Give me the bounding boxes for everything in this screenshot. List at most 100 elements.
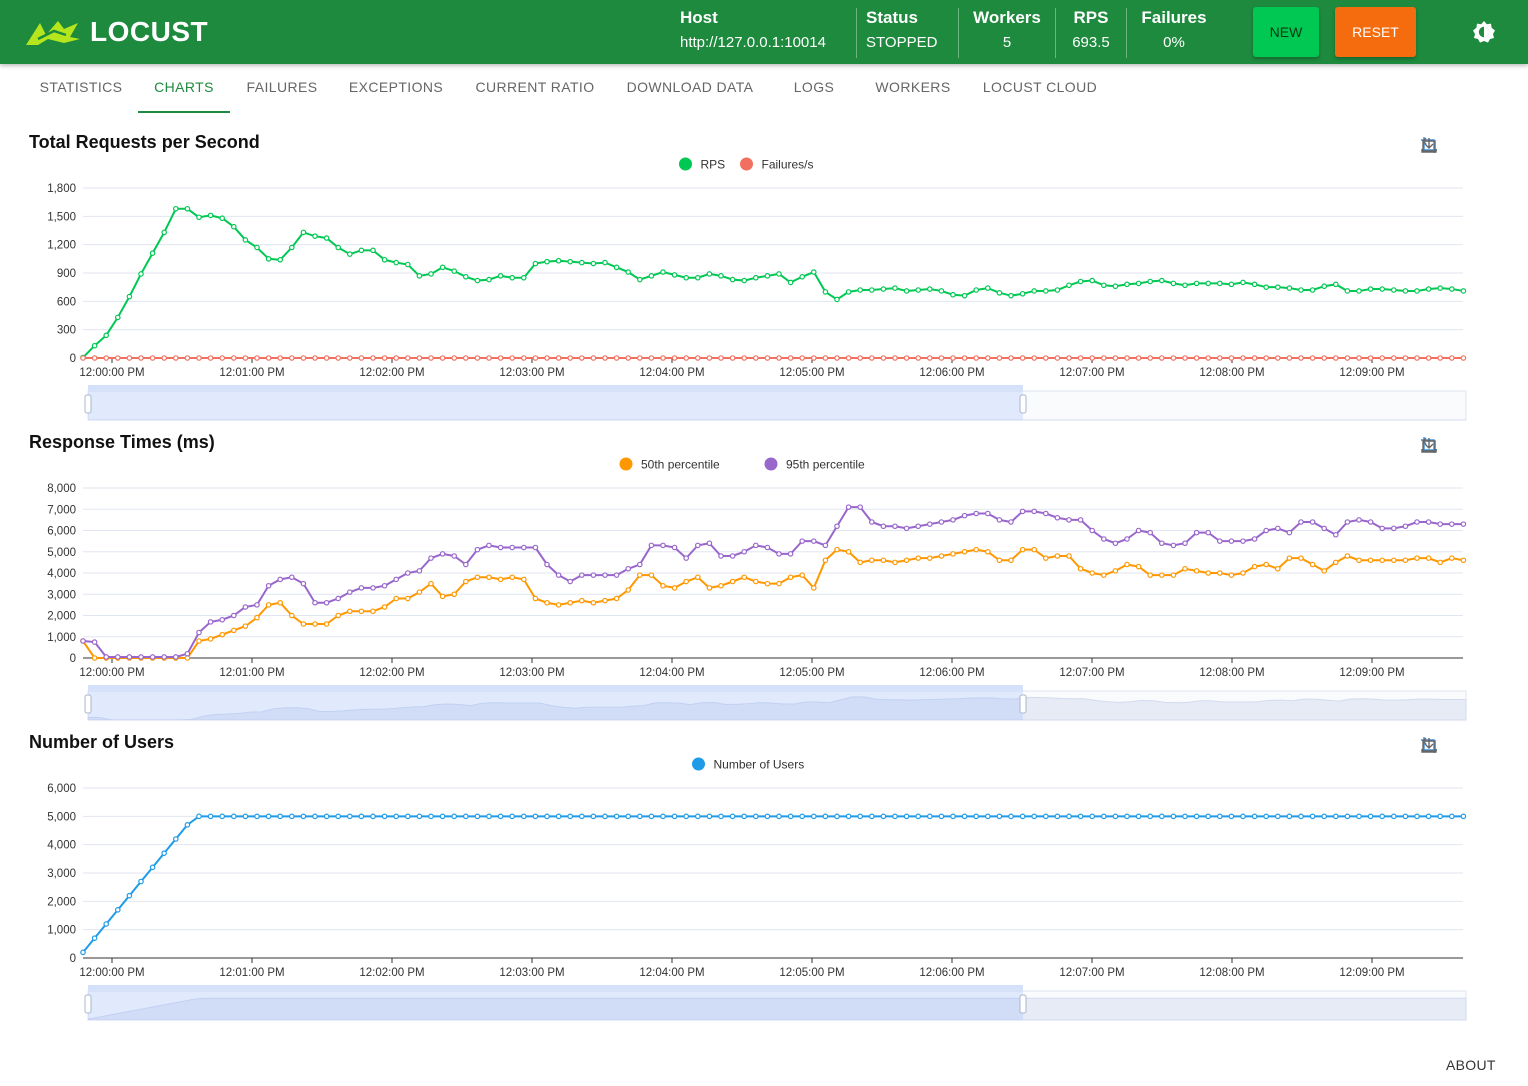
theme-toggle-icon[interactable]: [1472, 20, 1496, 44]
data-point: [358, 247, 365, 254]
data-point: [149, 864, 156, 871]
data-point: [1089, 527, 1096, 534]
data-point: [671, 544, 678, 551]
data-point: [1135, 527, 1142, 534]
data-point: [486, 574, 492, 581]
data-point: [567, 355, 574, 361]
data-point: [1309, 519, 1316, 525]
data-point: [1101, 282, 1107, 289]
download-icon[interactable]: [1420, 736, 1438, 754]
data-point: [1182, 813, 1188, 820]
data-point: [1205, 355, 1212, 361]
data-point: [1077, 813, 1084, 820]
data-point: [590, 572, 597, 578]
data-point: [1031, 508, 1038, 515]
data-point: [1240, 279, 1246, 286]
data-point: [984, 548, 991, 555]
zoom-handle[interactable]: [1019, 694, 1027, 714]
about-link[interactable]: ABOUT: [1446, 1057, 1496, 1073]
zoom-handle[interactable]: [84, 394, 92, 414]
x-tick-label: 12:03:00 PM: [499, 667, 564, 679]
tab-locust-cloud[interactable]: LOCUST CLOUD: [982, 79, 1098, 95]
zoom-handle[interactable]: [1019, 994, 1027, 1014]
data-point: [683, 813, 690, 820]
data-point: [1135, 813, 1142, 820]
tab-charts[interactable]: CHARTS: [138, 64, 230, 113]
zoom-selection: [88, 685, 1023, 720]
legend-marker: [619, 457, 633, 471]
series-line: [82, 506, 1464, 658]
data-point: [1089, 355, 1096, 361]
x-tick-label: 12:00:00 PM: [79, 667, 144, 679]
new-button[interactable]: NEW: [1253, 7, 1319, 57]
restore-icon[interactable]: [1420, 436, 1438, 454]
y-tick-label: 5,000: [47, 547, 76, 559]
data-point: [520, 274, 527, 281]
data-point: [207, 212, 214, 219]
data-point: [1356, 517, 1362, 523]
data-point: [915, 287, 922, 293]
data-point: [1356, 813, 1362, 820]
data-point: [671, 813, 678, 820]
data-point: [1286, 813, 1293, 820]
data-point: [729, 276, 736, 283]
data-point: [671, 272, 678, 278]
restore-icon[interactable]: [1420, 736, 1438, 754]
data-point: [1298, 287, 1304, 293]
data-point: [602, 259, 608, 266]
data-point: [1402, 813, 1409, 820]
data-point: [115, 355, 121, 361]
data-point: [80, 949, 86, 956]
data-point: [1437, 813, 1444, 820]
zoom-handle[interactable]: [84, 694, 92, 714]
status-stat: Status STOPPED: [866, 8, 948, 53]
data-point: [822, 355, 829, 361]
tab-workers[interactable]: WORKERS: [875, 79, 951, 95]
data-point: [915, 355, 922, 361]
tab-failures[interactable]: FAILURES: [246, 79, 318, 95]
data-point: [544, 258, 550, 265]
reset-button[interactable]: RESET: [1335, 7, 1416, 57]
zoom-handle[interactable]: [1019, 394, 1027, 414]
data-point: [370, 355, 376, 361]
data-point: [265, 256, 272, 262]
data-point: [462, 561, 469, 568]
data-point: [231, 355, 237, 361]
data-point: [1182, 565, 1188, 572]
data-point: [1240, 538, 1246, 544]
response-times-chart: Response Times (ms) 50th percentile 95th …: [0, 432, 1528, 732]
tab-exceptions[interactable]: EXCEPTIONS: [348, 79, 444, 95]
data-point: [254, 602, 260, 608]
data-point: [671, 355, 678, 361]
tab-download-data[interactable]: DOWNLOAD DATA: [626, 79, 754, 95]
restore-icon[interactable]: [1420, 136, 1438, 154]
data-point: [1425, 519, 1432, 525]
zoom-handle[interactable]: [84, 994, 92, 1014]
data-point: [1367, 813, 1374, 820]
data-point: [265, 602, 272, 608]
data-point: [474, 546, 481, 553]
data-point: [323, 355, 330, 361]
data-point: [1460, 355, 1467, 361]
download-icon[interactable]: [1420, 436, 1438, 454]
data-point: [857, 559, 864, 566]
tab-statistics[interactable]: STATISTICS: [39, 79, 123, 95]
x-tick-label: 12:05:00 PM: [779, 667, 844, 679]
data-point: [868, 813, 875, 820]
logo[interactable]: LOCUST: [24, 16, 208, 48]
data-point: [613, 264, 620, 271]
data-point: [938, 355, 945, 361]
data-point: [1147, 572, 1154, 578]
data-point: [370, 585, 376, 591]
tab-logs[interactable]: LOGS: [793, 79, 835, 95]
data-point: [1170, 813, 1177, 820]
data-point: [1205, 529, 1212, 536]
download-icon[interactable]: [1420, 136, 1438, 154]
tab-current-ratio[interactable]: CURRENT RATIO: [475, 79, 595, 95]
data-point: [555, 602, 562, 608]
data-point: [764, 813, 771, 820]
data-point: [613, 572, 620, 578]
data-point: [1275, 355, 1281, 361]
data-point: [544, 813, 550, 820]
data-point: [1286, 285, 1293, 291]
